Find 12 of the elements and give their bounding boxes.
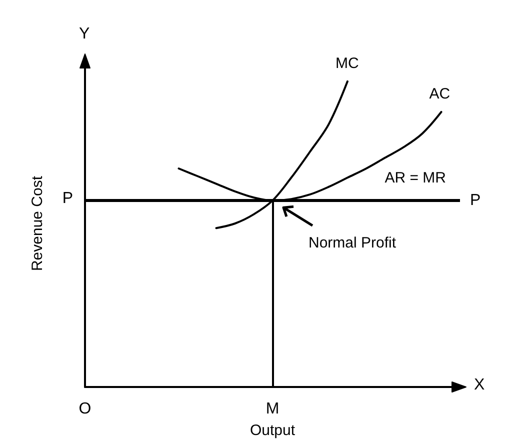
y-axis-title: Revenue Cost <box>29 175 46 272</box>
annotation: AR = MR <box>384 170 446 187</box>
ref-line-label: P <box>470 192 481 210</box>
x-axis-title: Output <box>250 422 296 439</box>
text: Y <box>79 26 90 42</box>
x-tick-label: M <box>266 400 280 418</box>
annotation: Normal Profit <box>308 234 397 252</box>
text: X <box>474 376 485 394</box>
x-tick-label: O <box>78 400 92 418</box>
text: P <box>62 190 73 208</box>
series-label: AC <box>429 85 450 102</box>
series-label: MC <box>336 54 359 72</box>
